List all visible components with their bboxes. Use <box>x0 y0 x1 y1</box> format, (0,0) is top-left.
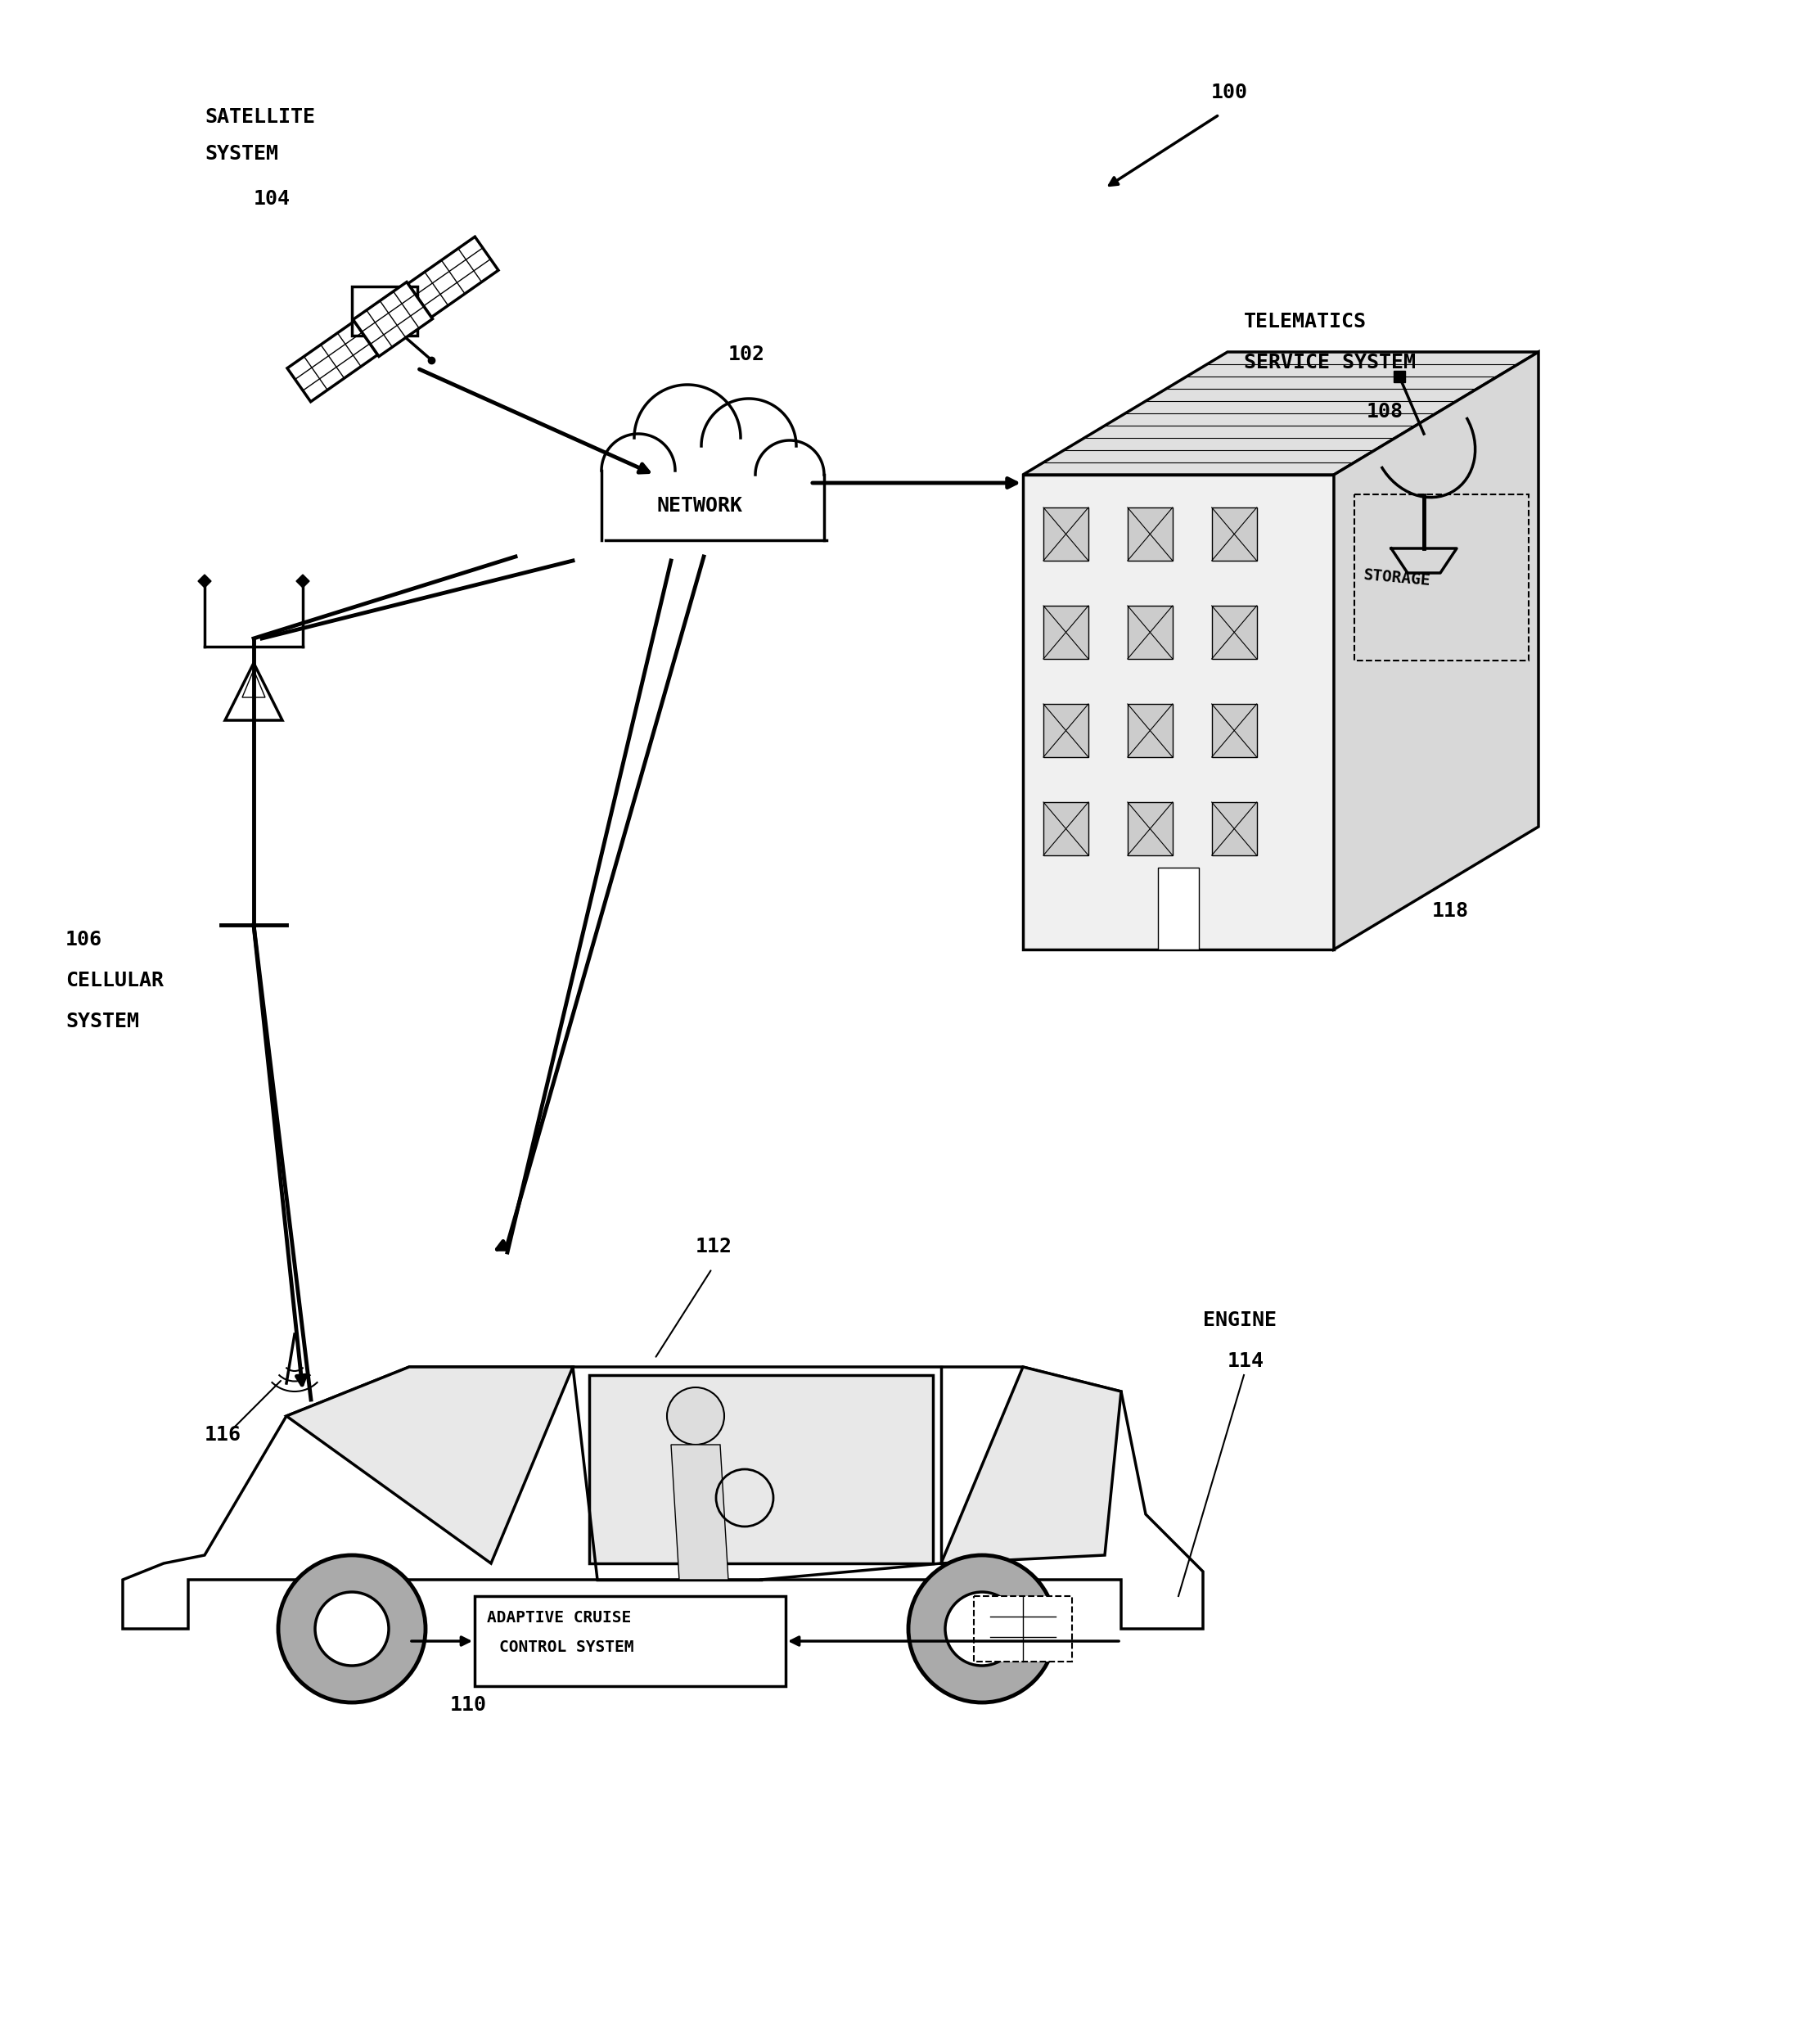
Text: 104: 104 <box>253 188 291 209</box>
Polygon shape <box>1212 705 1258 757</box>
Text: SATELLITE: SATELLITE <box>204 107 315 128</box>
Polygon shape <box>1023 474 1334 950</box>
Circle shape <box>278 1555 426 1703</box>
Text: NETWORK: NETWORK <box>657 496 743 516</box>
Polygon shape <box>122 1367 1203 1628</box>
Circle shape <box>601 433 675 508</box>
Polygon shape <box>353 281 433 356</box>
Polygon shape <box>297 575 309 587</box>
Polygon shape <box>286 1367 573 1563</box>
Polygon shape <box>1043 802 1088 855</box>
Polygon shape <box>590 1375 934 1563</box>
Text: TELEMATICS: TELEMATICS <box>1243 312 1367 332</box>
Text: 118: 118 <box>1432 901 1469 921</box>
Text: CONTROL SYSTEM: CONTROL SYSTEM <box>499 1640 633 1654</box>
Polygon shape <box>606 470 819 541</box>
Polygon shape <box>672 1444 728 1580</box>
Polygon shape <box>1158 867 1199 950</box>
Circle shape <box>701 399 797 494</box>
Polygon shape <box>1043 705 1088 757</box>
Polygon shape <box>1128 705 1172 757</box>
Text: SYSTEM: SYSTEM <box>66 1012 138 1031</box>
Polygon shape <box>1043 508 1088 561</box>
Polygon shape <box>1128 508 1172 561</box>
Polygon shape <box>408 237 499 318</box>
Polygon shape <box>1334 352 1538 950</box>
Polygon shape <box>1212 508 1258 561</box>
Circle shape <box>945 1592 1019 1667</box>
Circle shape <box>315 1592 389 1667</box>
Polygon shape <box>1128 802 1172 855</box>
Text: CELLULAR: CELLULAR <box>66 970 164 990</box>
Text: 110: 110 <box>450 1695 488 1715</box>
Text: STORAGE: STORAGE <box>1363 567 1431 589</box>
Text: ADAPTIVE CRUISE: ADAPTIVE CRUISE <box>488 1610 632 1626</box>
Text: 114: 114 <box>1227 1351 1265 1371</box>
Polygon shape <box>1043 605 1088 658</box>
Polygon shape <box>288 322 379 401</box>
Polygon shape <box>475 1596 786 1687</box>
Text: SERVICE SYSTEM: SERVICE SYSTEM <box>1243 352 1416 373</box>
Text: 106: 106 <box>66 929 102 950</box>
Polygon shape <box>1212 605 1258 658</box>
Circle shape <box>633 385 741 492</box>
Polygon shape <box>1023 352 1538 474</box>
Circle shape <box>666 1387 724 1444</box>
Text: 102: 102 <box>728 344 764 364</box>
Text: 112: 112 <box>695 1237 732 1256</box>
Text: ENGINE: ENGINE <box>1203 1310 1276 1330</box>
Polygon shape <box>974 1596 1072 1663</box>
Polygon shape <box>1212 802 1258 855</box>
Text: SYSTEM: SYSTEM <box>204 144 278 164</box>
Circle shape <box>755 439 824 508</box>
Circle shape <box>908 1555 1056 1703</box>
Text: 108: 108 <box>1367 401 1403 421</box>
Polygon shape <box>941 1367 1121 1563</box>
Text: 100: 100 <box>1210 83 1249 103</box>
Polygon shape <box>198 575 211 587</box>
Text: 116: 116 <box>204 1426 242 1444</box>
Polygon shape <box>1128 605 1172 658</box>
